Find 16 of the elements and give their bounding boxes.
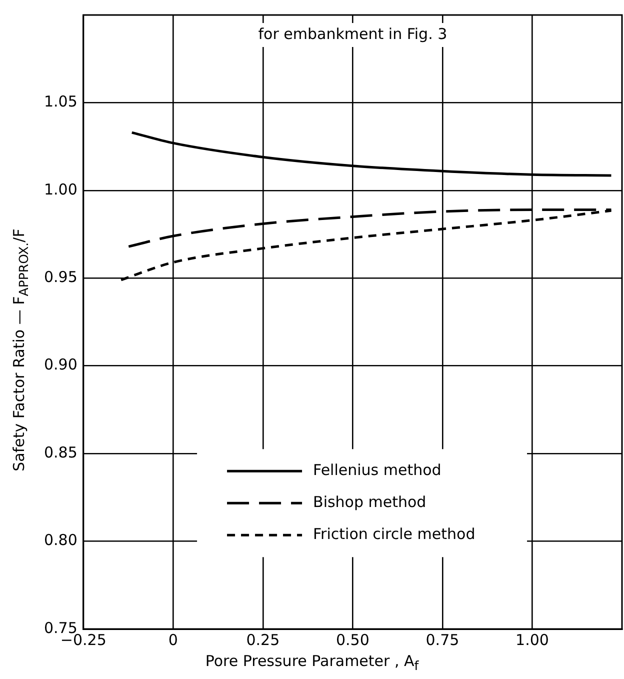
x-tick-label: 0 xyxy=(168,630,178,649)
y-tick-label: 1.05 xyxy=(44,92,78,111)
y-tick-label: 0.95 xyxy=(44,268,78,286)
x-tick-label: 1.00 xyxy=(516,630,549,649)
legend-label: Friction circle method xyxy=(313,525,476,544)
x-axis-title: Pore Pressure Parameter , A$_{f}$ xyxy=(204,652,420,673)
text: for embankment in Fig. 3 xyxy=(258,24,448,43)
x-tick-label: 0.75 xyxy=(426,630,460,649)
legend-label: Bishop method xyxy=(313,493,426,512)
y-tick-label: 0.85 xyxy=(44,443,78,462)
y-tick-label: 0.90 xyxy=(44,356,78,374)
x-tick-label: 0.25 xyxy=(246,630,280,649)
x-tick-label: 0.50 xyxy=(336,630,370,649)
y-tick-label: 0.80 xyxy=(44,531,78,550)
y-tick-label: 1.00 xyxy=(44,180,78,198)
legend-label: Fellenius method xyxy=(313,461,442,480)
